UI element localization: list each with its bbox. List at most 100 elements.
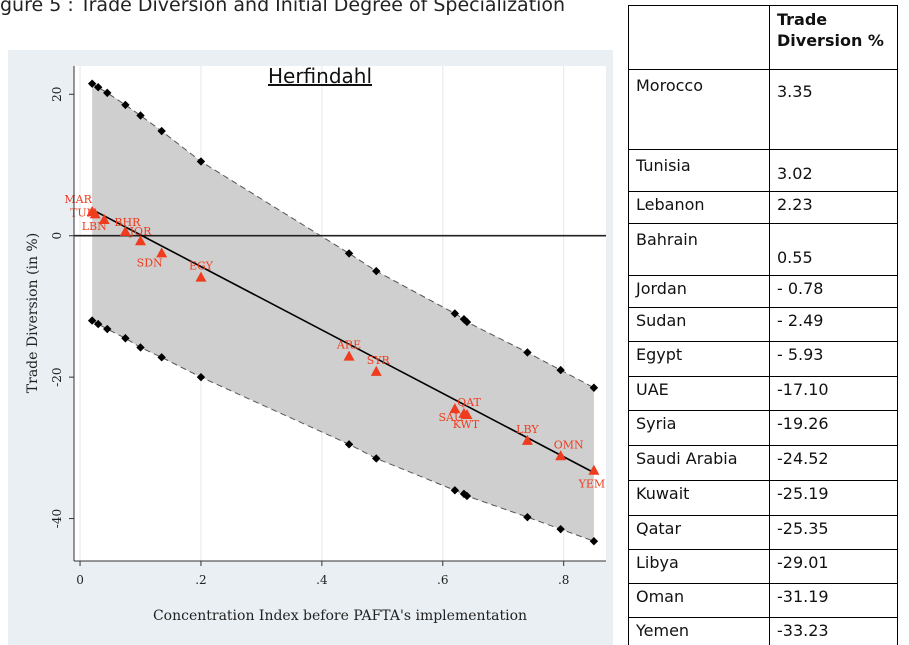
- band-upper-marker: [136, 111, 145, 120]
- band-upper-marker: [93, 83, 103, 92]
- table-row: Egypt - 5.93: [628, 341, 898, 377]
- table-cell-country: Lebanon: [628, 191, 770, 224]
- table-cell-value: -24.52: [769, 445, 898, 481]
- band-upper-marker: [462, 317, 472, 327]
- x-axis-label: Concentration Index before PAFTA's imple…: [153, 608, 527, 624]
- table-cell-country: Jordan: [628, 275, 770, 308]
- point-marker-tun: [89, 208, 101, 219]
- band-lower-marker: [556, 524, 565, 534]
- table-row: Bahrain 0.55: [628, 223, 898, 276]
- table-header-value: Trade Diversion %: [769, 5, 898, 70]
- table-row: UAE -17.10: [628, 376, 898, 411]
- x-tick-label: .2: [195, 573, 206, 587]
- band-upper-marker: [556, 365, 565, 375]
- table-cell-country: UAE: [628, 376, 770, 411]
- value-text: -24.52: [777, 449, 829, 468]
- table-cell-value: -31.19: [769, 583, 898, 618]
- point-marker-qat: [461, 408, 473, 419]
- table-cell-country: Saudi Arabia: [628, 445, 770, 481]
- confidence-band: [92, 83, 594, 542]
- table-row: Tunisia 3.02: [628, 149, 898, 192]
- band-upper-marker: [196, 157, 206, 166]
- table-cell-value: 0.55: [769, 223, 898, 276]
- x-tick-label: 0: [76, 573, 84, 587]
- table-row: Lebanon 2.23: [628, 191, 898, 224]
- value-text: -33.23: [777, 621, 829, 640]
- table-header-row: Trade Diversion %: [628, 5, 898, 70]
- chart-title: Herfindahl: [268, 64, 372, 88]
- table-cell-value: 3.02: [769, 149, 898, 192]
- table-row: Yemen -33.23: [628, 617, 898, 645]
- band-lower-marker: [344, 440, 354, 449]
- table-row: Jordan - 0.78: [628, 275, 898, 308]
- band-lower-marker: [136, 343, 145, 352]
- point-label-tun: TUN: [70, 206, 97, 219]
- table-row: Morocco 3.35: [628, 69, 898, 150]
- band-upper-marker: [372, 266, 381, 276]
- point-label-yem: YEM: [578, 478, 606, 491]
- band-lower-marker: [121, 334, 130, 343]
- point-label-kwt: KWT: [453, 418, 480, 431]
- band-lower-marker: [87, 316, 97, 325]
- table-row: Oman -31.19: [628, 583, 898, 618]
- y-tick-label: -40: [50, 509, 64, 528]
- table-header-country: [628, 5, 770, 70]
- table-cell-value: - 2.49: [769, 307, 898, 342]
- band-upper-marker: [344, 249, 354, 258]
- table-row: Syria -19.26: [628, 410, 898, 446]
- band-upper-marker: [157, 126, 166, 136]
- point-label-sau: SAU: [438, 411, 463, 424]
- table-cell-value: -17.10: [769, 376, 898, 411]
- y-tick-label: -20: [50, 367, 64, 386]
- table-cell-value: -25.35: [769, 515, 898, 550]
- figure-caption: gure 5 : Trade Diversion and Initial Deg…: [0, 0, 566, 16]
- table-cell-value: -19.26: [769, 410, 898, 446]
- value-text: 3.02: [777, 164, 813, 183]
- point-marker-are: [343, 350, 355, 361]
- table-cell-country: Oman: [628, 583, 770, 618]
- point-marker-lbn: [98, 213, 110, 224]
- trade-diversion-table: Trade Diversion % Morocco 3.35 Tunisia 3.02…: [628, 5, 898, 645]
- value-text: 0.55: [777, 248, 813, 267]
- band-upper-marker: [121, 100, 130, 110]
- table-row: Kuwait -25.19: [628, 480, 898, 516]
- band-lower-marker: [450, 486, 460, 495]
- point-marker-egy: [195, 271, 207, 282]
- x-tick-label: .8: [558, 573, 569, 587]
- point-label-sdn: SDN: [137, 256, 163, 269]
- value-text: -25.19: [777, 484, 829, 503]
- band-upper-line: [91, 83, 595, 389]
- point-label-lbn: LBN: [82, 220, 107, 233]
- point-marker-omn: [555, 450, 567, 461]
- band-lower-marker: [103, 324, 112, 334]
- point-label-syr: SYR: [367, 354, 391, 367]
- table-row: Libya -29.01: [628, 549, 898, 584]
- value-text: - 0.78: [777, 279, 824, 298]
- point-label-jor: JOR: [129, 225, 152, 238]
- point-label-lby: LBY: [516, 423, 539, 436]
- table-cell-value: 3.35: [769, 69, 898, 150]
- band-upper-marker: [523, 348, 532, 357]
- table-cell-country: Sudan: [628, 307, 770, 342]
- point-label-are: ARE: [336, 339, 361, 352]
- value-text: 3.35: [777, 82, 813, 101]
- table-cell-country: Libya: [628, 549, 770, 584]
- band-upper-marker: [450, 309, 460, 318]
- band-lower-marker: [462, 491, 472, 501]
- value-text: -17.10: [777, 380, 829, 399]
- point-label-bhr: BHR: [114, 216, 141, 229]
- point-label-omn: OMN: [554, 438, 584, 451]
- y-tick-label: 0: [50, 232, 64, 240]
- x-tick-label: .4: [316, 573, 328, 587]
- point-marker-sdn: [156, 247, 168, 258]
- table-cell-country: Egypt: [628, 341, 770, 377]
- value-text: -31.19: [777, 587, 829, 606]
- table-cell-country: Yemen: [628, 617, 770, 645]
- band-lower-marker: [372, 454, 381, 463]
- value-text: -25.35: [777, 519, 829, 538]
- point-marker-sau: [449, 403, 461, 414]
- value-text: 2.23: [777, 195, 813, 214]
- table-cell-country: Syria: [628, 410, 770, 446]
- axes: 20 0 -20 -40 0 .2 .4 .6 .8: [50, 66, 606, 587]
- x-tick-label: .6: [437, 573, 448, 587]
